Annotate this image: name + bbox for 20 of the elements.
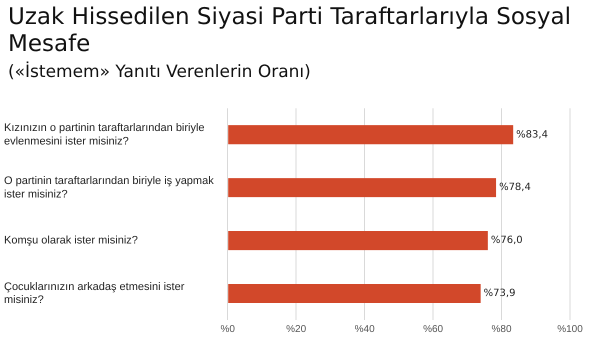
bar <box>228 125 514 144</box>
chart-title: Uzak Hissedilen Siyasi Parti Taraftarlarıyla Sosyal Mesafe <box>8 4 572 58</box>
data-label: %83,4 <box>516 129 548 140</box>
y-tick-label: Kızınızın o partinin taraftarlarından biriyle evlenmesini ister misiniz? <box>4 122 205 148</box>
data-label: %73,9 <box>484 288 516 300</box>
chart-subtitle: («İstemem» Yanıtı Verenlerin Oranı) <box>8 62 311 82</box>
x-tick-label: %20 <box>286 324 307 335</box>
y-tick-label: Çocuklarınızın arkadaş etmesini ister misiniz? <box>4 280 185 306</box>
bar <box>228 178 496 198</box>
data-label: %78,4 <box>499 182 531 194</box>
bar <box>228 231 488 250</box>
x-tick-label: %0 <box>220 324 236 335</box>
x-tick-label: %40 <box>354 324 376 335</box>
y-tick-label: O partinin taraftarlarından biriyle iş yapmak ister misiniz? <box>4 175 214 200</box>
x-tick-label: %80 <box>492 324 512 335</box>
x-tick-label: %100 <box>557 324 584 335</box>
y-tick-label: Komşu olarak ister misiniz? <box>4 234 138 247</box>
data-label: %76,0 <box>490 235 523 246</box>
bar <box>228 284 481 304</box>
x-tick-label: %60 <box>423 324 444 335</box>
